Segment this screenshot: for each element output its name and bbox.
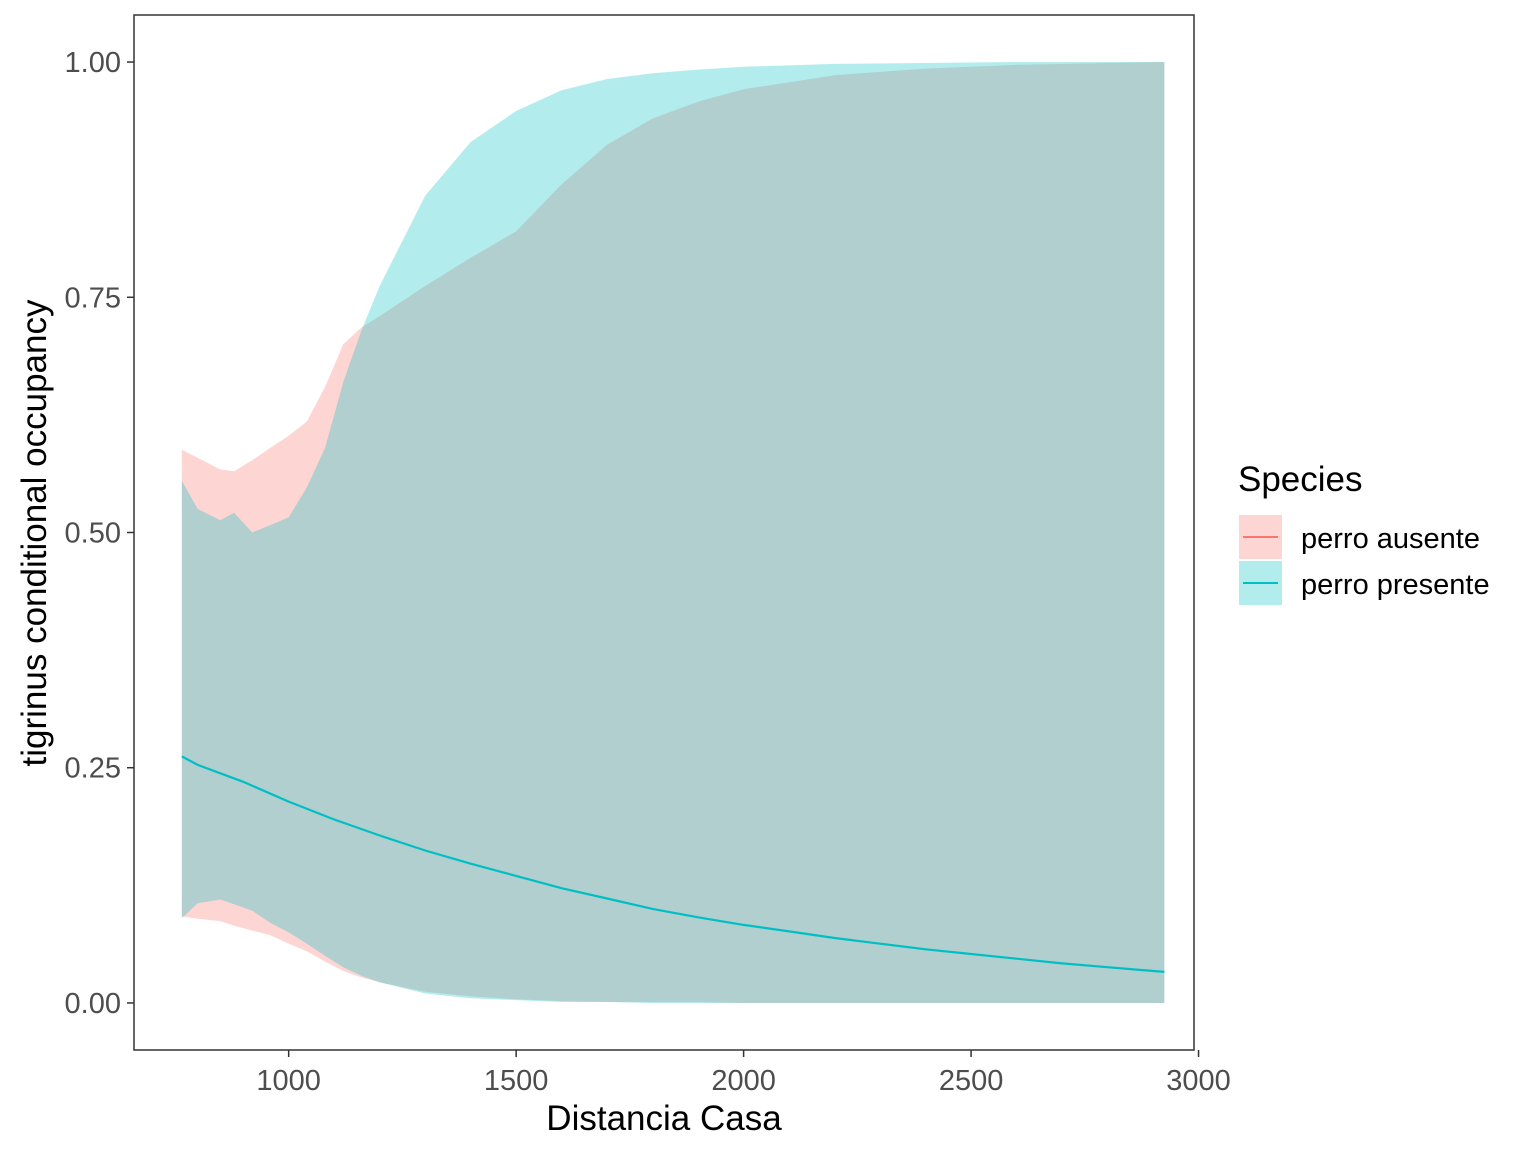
line-perro-presente	[181, 755, 1165, 973]
legend-label: perro presente	[1301, 569, 1490, 601]
legend-item-perro-ausente: perro ausente	[1239, 515, 1480, 559]
x-tick-label: 2000	[711, 1065, 776, 1097]
x-tick-label: 1500	[484, 1065, 549, 1097]
x-tick-label: 2500	[939, 1065, 1004, 1097]
line-layer	[181, 755, 1165, 973]
x-axis: 1000 1500 2000 2500 3000	[256, 1050, 1231, 1097]
y-axis: 0.00 0.25 0.50 0.75 1.00	[65, 47, 134, 1020]
y-tick-label: 0.00	[65, 988, 121, 1020]
plot-panel-background	[134, 15, 1194, 1050]
x-tick-label: 3000	[1166, 1065, 1231, 1097]
legend-item-perro-presente: perro presente	[1239, 561, 1490, 605]
ribbon-perro-presente	[181, 62, 1165, 1003]
y-tick-label: 1.00	[65, 47, 121, 79]
x-tick-label: 1000	[256, 1065, 321, 1097]
legend: Species perro ausente perro presente	[1238, 460, 1490, 605]
legend-title: Species	[1238, 460, 1363, 499]
x-axis-title: Distancia Casa	[546, 1099, 782, 1138]
y-tick-label: 0.25	[65, 753, 121, 785]
legend-label: perro ausente	[1301, 523, 1480, 555]
ribbon-layer	[181, 62, 1165, 1003]
legend-keys: perro ausente perro presente	[1239, 515, 1490, 605]
ribbon-perro-ausente	[181, 62, 1165, 1003]
y-tick-label: 0.50	[65, 518, 121, 550]
y-tick-label: 0.75	[65, 282, 121, 314]
y-axis-title: tigrinus conditional occupancy	[15, 299, 54, 766]
